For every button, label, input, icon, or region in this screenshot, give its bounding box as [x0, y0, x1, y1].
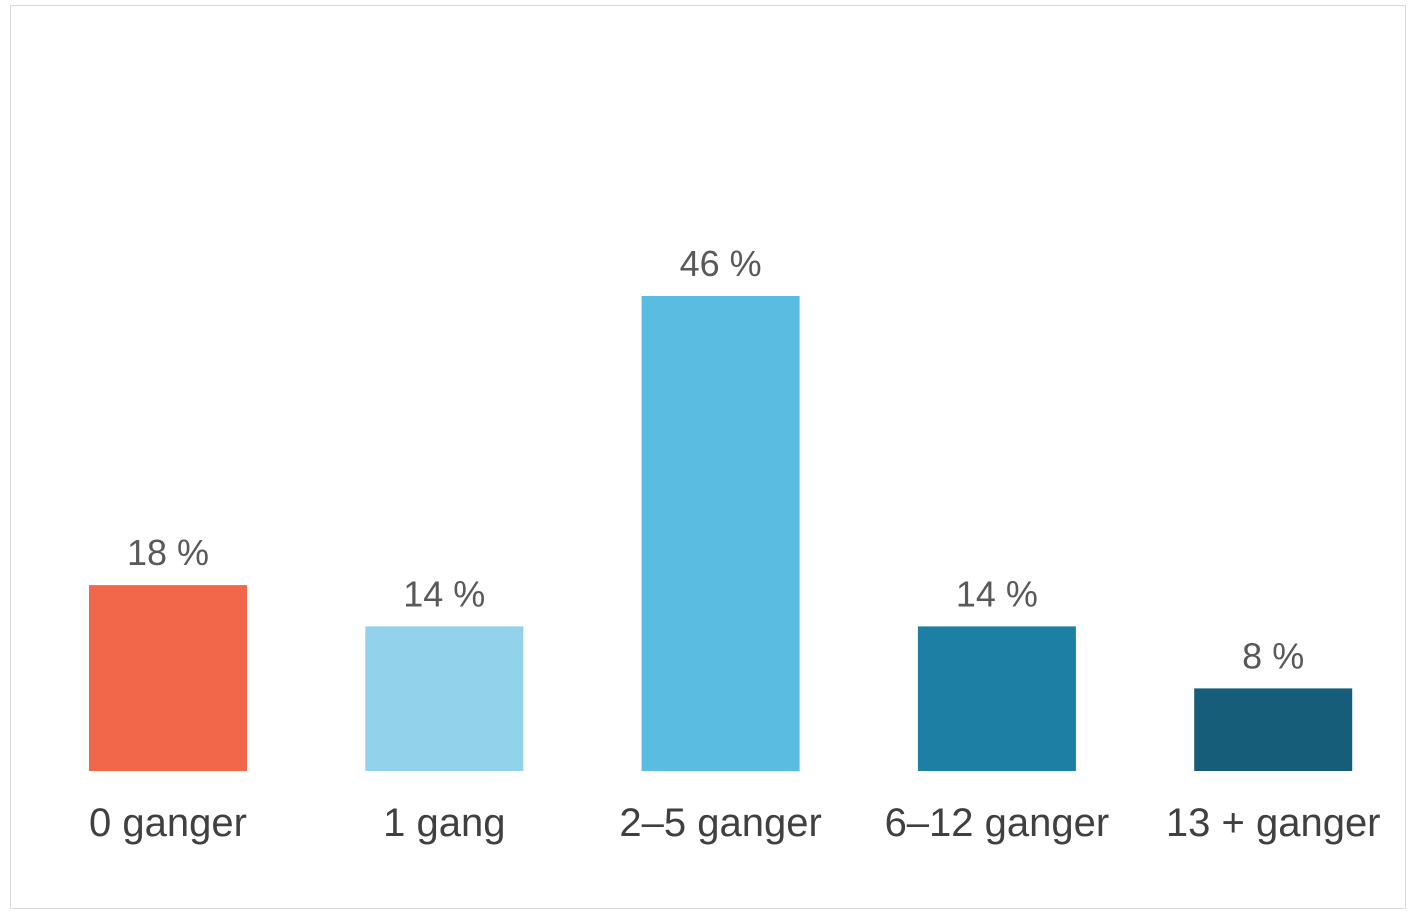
bar-4	[917, 626, 1076, 771]
data-label-1: 18 %	[127, 532, 209, 573]
category-labels-group: 0 ganger 1 gang 2–5 ganger 6–12 ganger 13 + …	[89, 801, 1380, 845]
bar-5	[1194, 688, 1353, 771]
data-labels-group: 18 % 14 % 46 % 14 % 8 %	[127, 243, 1304, 676]
category-label-3: 2–5 ganger	[619, 801, 821, 845]
data-label-3: 46 %	[680, 243, 762, 284]
data-label-4: 14 %	[956, 573, 1038, 614]
category-label-4: 6–12 ganger	[885, 801, 1110, 845]
bars-group	[89, 296, 1353, 771]
bar-2	[365, 626, 524, 771]
category-label-5: 13 + ganger	[1166, 801, 1381, 845]
category-label-1: 0 ganger	[89, 801, 247, 845]
data-label-2: 14 %	[403, 573, 485, 614]
data-label-5: 8 %	[1242, 635, 1304, 676]
bar-1	[89, 585, 247, 771]
bar-3	[641, 296, 800, 771]
category-label-2: 1 gang	[383, 801, 505, 845]
